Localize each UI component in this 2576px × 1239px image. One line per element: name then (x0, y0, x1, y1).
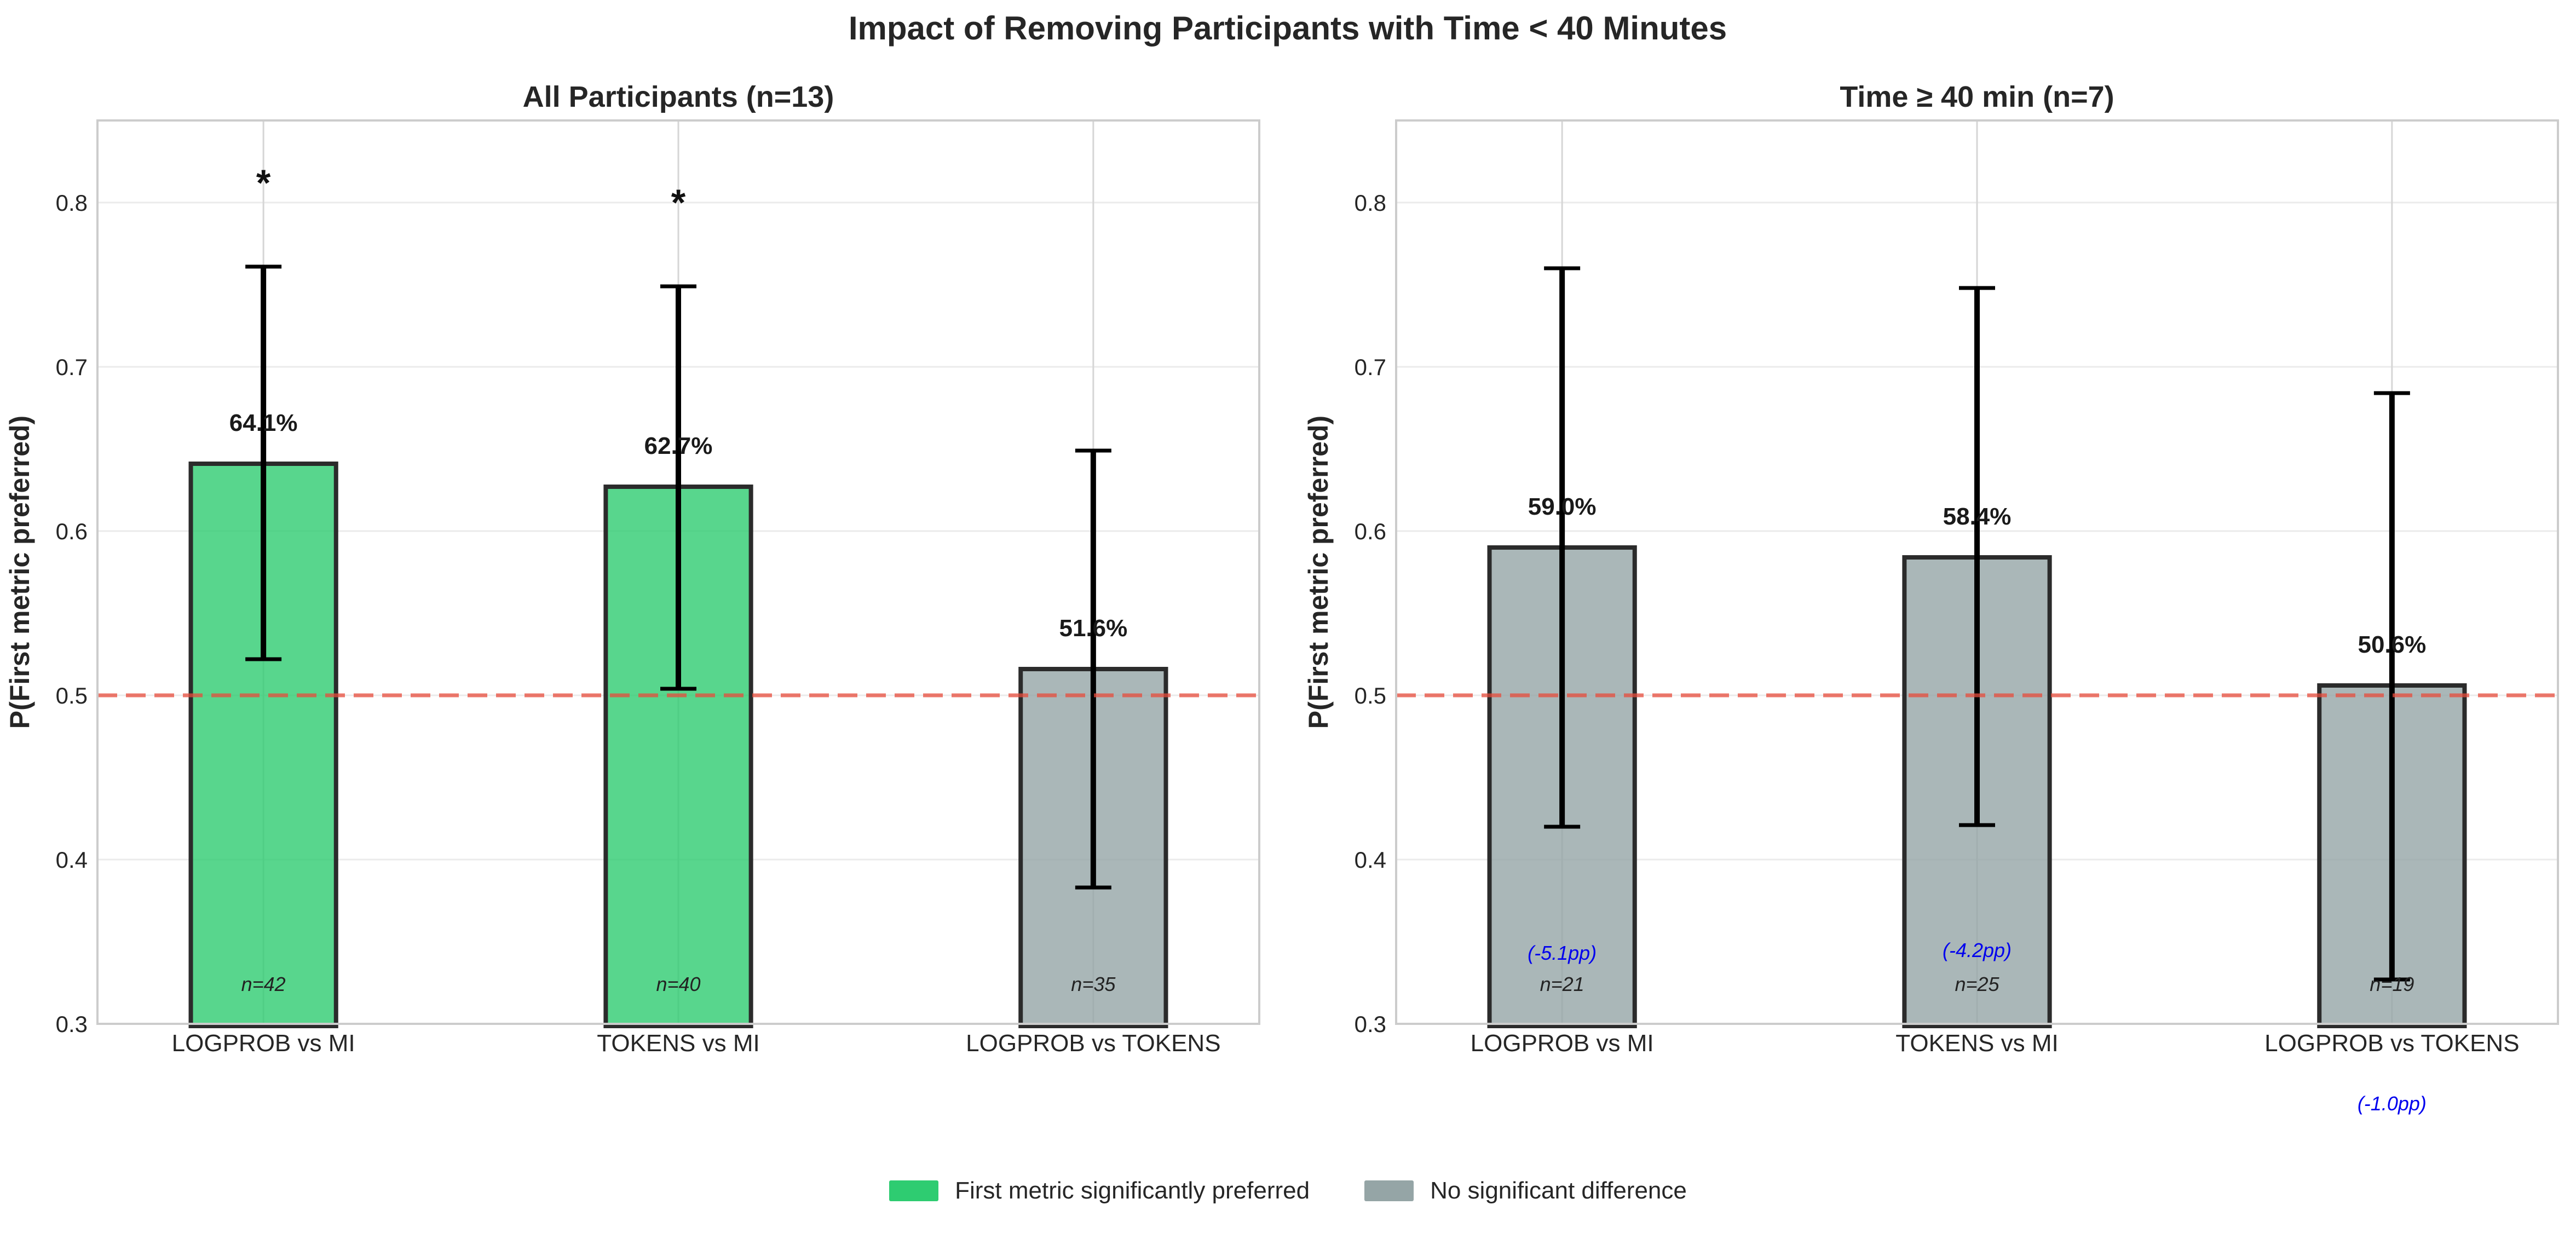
n-label: n=21 (1540, 973, 1584, 995)
value-label: 64.1% (229, 410, 298, 436)
y-tick-label: 0.8 (56, 190, 88, 216)
y-tick-label: 0.5 (56, 683, 88, 708)
panel-title: All Participants (n=13) (523, 80, 834, 113)
y-tick-label: 0.7 (56, 354, 88, 380)
legend-swatch-significant (889, 1180, 939, 1201)
plot-frame (1395, 119, 2559, 1025)
significance-marker: * (256, 162, 271, 204)
y-tick-label: 0.6 (1355, 518, 1386, 544)
x-tick-label: LOGPROB vs MI (1471, 1030, 1654, 1057)
n-label: n=35 (1071, 973, 1116, 995)
value-label: 62.7% (644, 433, 713, 459)
legend-label-significant: First metric significantly preferred (955, 1177, 1310, 1204)
y-tick-label: 0.5 (1355, 683, 1386, 708)
figure-title: Impact of Removing Participants with Tim… (849, 10, 1727, 47)
x-tick-label: LOGPROB vs MI (172, 1030, 355, 1057)
y-tick-label: 0.4 (56, 847, 88, 873)
value-label: 59.0% (1528, 493, 1597, 520)
panel-all-participants: 0.3 0.4 0.5 0.6 0.7 0.8 All Participants (n=13… (4, 80, 1260, 1057)
y-axis-label: P(First metric preferred) (4, 416, 35, 729)
y-tick-label: 0.7 (1355, 354, 1386, 380)
change-label: (-4.2pp) (1943, 939, 2012, 961)
n-label: n=40 (656, 973, 700, 995)
panel-title: Time ≥ 40 min (n=7) (1840, 80, 2114, 113)
legend-item-significant: First metric significantly preferred (889, 1177, 1310, 1205)
y-tick-label: 0.3 (56, 1011, 88, 1037)
value-label: 58.4% (1943, 503, 2012, 530)
value-label: 50.6% (2358, 631, 2426, 658)
legend: First metric significantly preferred No … (0, 1177, 2576, 1205)
panel-time-40-min: 0.3 0.4 0.5 0.6 0.7 0.8 Time ≥ 40 min (n=7) P(F… (1303, 80, 2559, 1115)
y-tick-label: 0.6 (56, 518, 88, 544)
significance-marker: * (671, 182, 686, 223)
y-tick-label: 0.3 (1355, 1011, 1386, 1037)
y-tick-label: 0.4 (1355, 847, 1386, 873)
n-label: n=42 (241, 973, 286, 995)
plot-frame (96, 119, 1260, 1025)
change-label: (-5.1pp) (1528, 942, 1597, 964)
x-tick-label: TOKENS vs MI (597, 1030, 759, 1057)
y-axis-label: P(First metric preferred) (1303, 416, 1334, 729)
x-tick-label: LOGPROB vs TOKENS (966, 1030, 1220, 1057)
change-label: (-1.0pp) (2358, 1092, 2427, 1115)
x-tick-label: LOGPROB vs TOKENS (2264, 1030, 2519, 1057)
legend-swatch-not-significant (1364, 1180, 1414, 1201)
x-tick-label: TOKENS vs MI (1895, 1030, 2058, 1057)
value-label: 51.6% (1059, 615, 1127, 642)
y-tick-label: 0.8 (1355, 190, 1386, 216)
n-label: n=19 (2370, 973, 2414, 995)
legend-item-not-significant: No significant difference (1364, 1177, 1687, 1205)
legend-label-not-significant: No significant difference (1430, 1177, 1687, 1204)
n-label: n=25 (1955, 973, 1999, 995)
